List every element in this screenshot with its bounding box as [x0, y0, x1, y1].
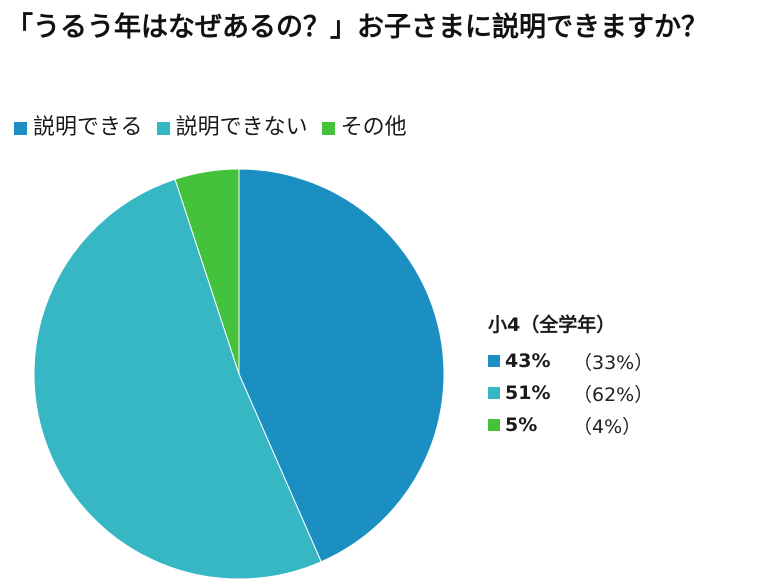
legend-swatch-can	[14, 121, 27, 135]
chart-title: 「うるう年はなぜあるの？」お子さまに説明できますか？	[6, 12, 708, 43]
legend-item-can: 説明できる	[14, 114, 143, 142]
grade-panel-title: 小4（全学年）	[488, 314, 616, 336]
legend-swatch-cannot	[156, 121, 170, 135]
pie-slice-can	[238, 168, 445, 563]
grade-swatch-other	[488, 419, 500, 431]
grade-swatch-cannot	[488, 387, 500, 399]
legend-label-cannot: 説明できない	[175, 115, 308, 140]
grade-pct-other: 5%	[505, 414, 538, 436]
pie-slice-cannot	[33, 178, 322, 580]
legend-label-other: その他	[340, 115, 407, 140]
grade-pct-can: 43%	[505, 350, 551, 372]
pie-slice-other	[174, 168, 240, 375]
grade-swatch-can	[488, 355, 500, 367]
grade-pct-cannot: 51%	[505, 382, 551, 404]
legend-swatch-other	[321, 121, 335, 135]
grade-sub-can: （33%）	[573, 351, 654, 374]
grade-row-other: 5% （4%）	[488, 409, 653, 441]
legend-item-cannot: 説明できない	[156, 114, 308, 142]
legend: 説明できる 説明できない その他	[14, 114, 407, 142]
legend-item-other: その他	[321, 114, 407, 142]
legend-label-can: 説明できる	[33, 115, 143, 140]
grade-row-can: 43% （33%）	[488, 345, 653, 377]
grade-sub-other: （4%）	[573, 415, 642, 438]
grade-panel: 小4（全学年） 43% （33%） 51% （62%） 5% （4%）	[488, 310, 653, 441]
grade-sub-cannot: （62%）	[573, 383, 654, 406]
grade-row-cannot: 51% （62%）	[488, 377, 653, 409]
